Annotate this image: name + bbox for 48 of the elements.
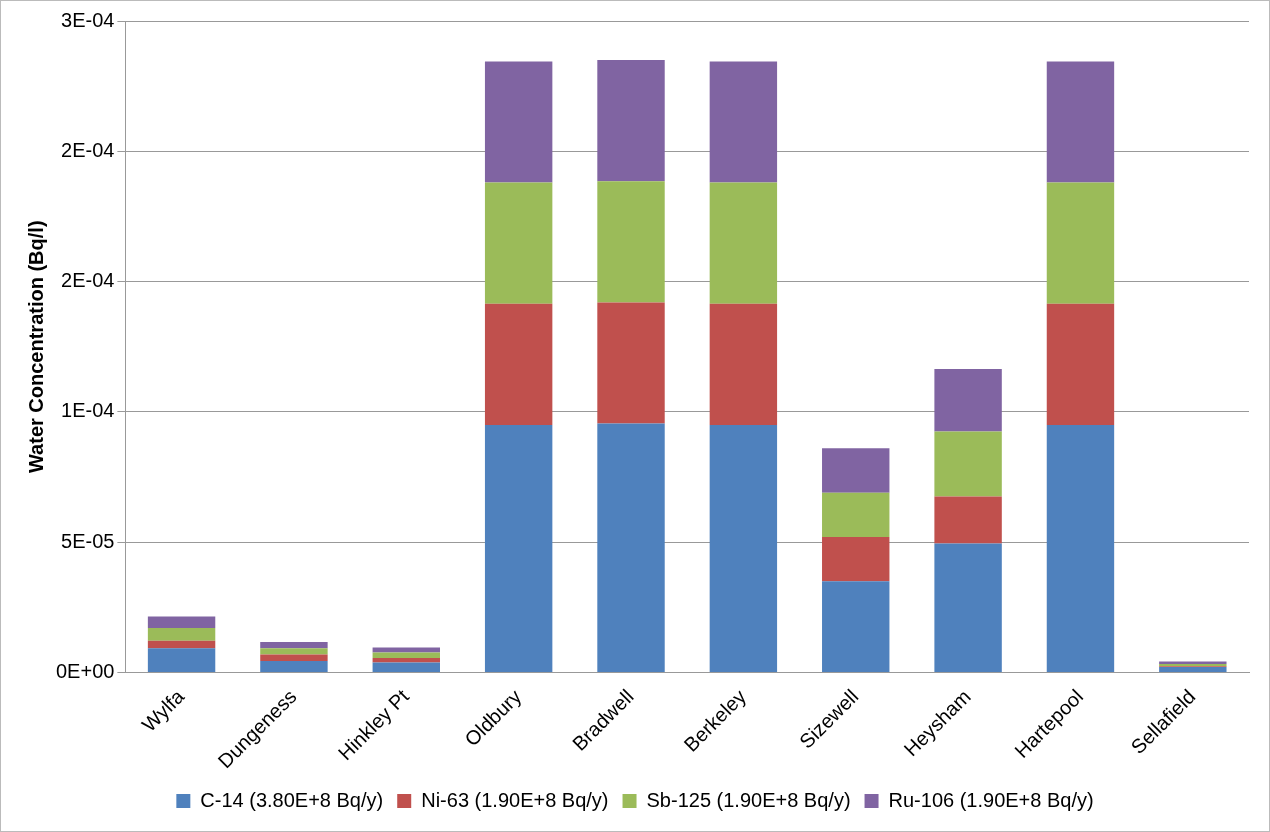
y-tick-label: 0E+00 — [56, 660, 115, 682]
bar — [260, 648, 328, 655]
bar — [484, 424, 553, 672]
bar — [372, 647, 440, 653]
legend-label: Ru-106 (1.90E+8 Bq/y) — [888, 788, 1094, 811]
bar — [147, 616, 216, 628]
bar — [709, 182, 778, 304]
bar — [260, 641, 328, 649]
bar — [484, 61, 553, 183]
bar — [1046, 182, 1115, 304]
bar — [372, 652, 440, 658]
bar — [934, 543, 1002, 672]
y-tick-label: 2E-04 — [61, 138, 115, 161]
y-tick-label: 1E-04 — [61, 399, 115, 422]
bar — [1046, 424, 1115, 672]
y-tick-label: 5E-05 — [61, 529, 115, 552]
bar — [1046, 61, 1115, 183]
legend-label: Sb-125 (1.90E+8 Bq/y) — [646, 788, 851, 811]
legend-label: Ni-63 (1.90E+8 Bq/y) — [421, 788, 609, 811]
bar — [1046, 303, 1115, 425]
bar — [597, 181, 665, 303]
bar — [822, 536, 890, 582]
bar — [260, 661, 328, 672]
bar — [147, 627, 216, 641]
bar — [147, 640, 216, 649]
bar — [709, 61, 778, 183]
bar — [822, 581, 890, 672]
bar — [260, 654, 328, 662]
y-tick-label: 2E-04 — [61, 269, 115, 292]
bar — [372, 657, 440, 663]
legend-label: C-14 (3.80E+8 Bq/y) — [200, 788, 384, 811]
bar — [934, 431, 1002, 497]
bar — [484, 303, 553, 425]
y-tick-label: 3E-04 — [61, 8, 115, 31]
bar — [597, 60, 665, 182]
bar — [147, 648, 216, 672]
bar — [372, 662, 440, 672]
bar — [597, 302, 665, 424]
bar — [709, 424, 778, 672]
bar — [597, 423, 665, 672]
bar — [934, 368, 1002, 432]
bar — [709, 303, 778, 425]
bar — [934, 496, 1002, 544]
bar — [822, 448, 890, 493]
y-axis-title: Water Concentration (Bq/l) — [24, 220, 47, 474]
bar — [1159, 667, 1227, 672]
bar — [822, 492, 890, 537]
bar — [484, 182, 553, 304]
